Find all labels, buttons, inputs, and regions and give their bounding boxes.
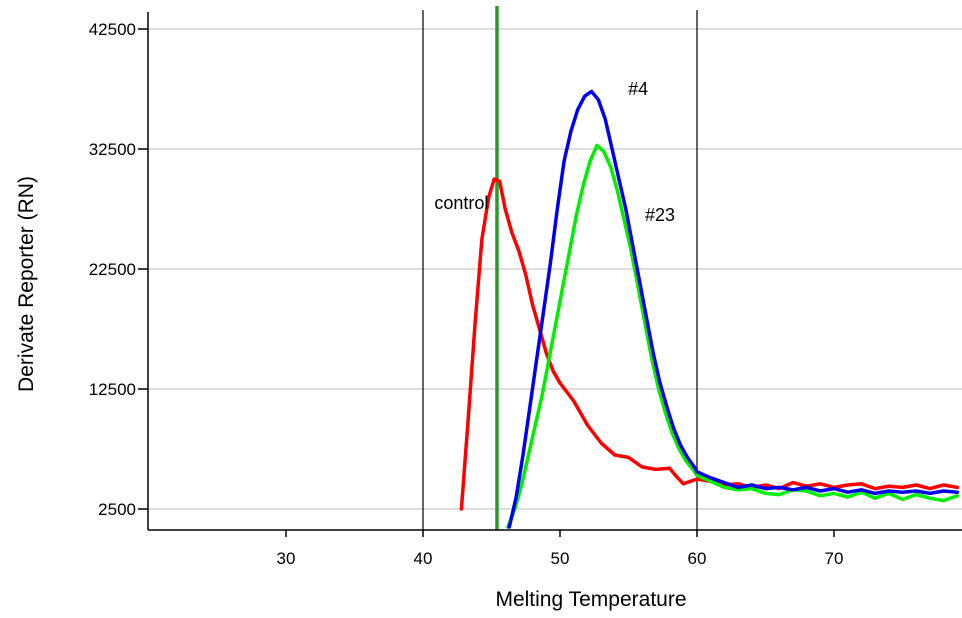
y-tick-label-42500: 42500 bbox=[89, 20, 136, 39]
y-tick-label-2500: 2500 bbox=[98, 500, 136, 519]
series-line-1 bbox=[506, 143, 960, 529]
y-tick-label-32500: 32500 bbox=[89, 140, 136, 159]
y-tick-label-12500: 12500 bbox=[89, 380, 136, 399]
x-tick-label-40: 40 bbox=[414, 549, 433, 568]
annotation-label-2: #23 bbox=[645, 205, 675, 225]
x-tick-label-70: 70 bbox=[825, 549, 844, 568]
x-tick-group: 30 40 50 60 70 bbox=[277, 530, 844, 568]
annotation-label-1: #4 bbox=[628, 79, 648, 99]
axes bbox=[147, 12, 962, 531]
x-tick-label-30: 30 bbox=[277, 549, 296, 568]
y-axis-title: Derivate Reporter (RN) bbox=[15, 176, 38, 392]
x-tick-label-60: 60 bbox=[688, 549, 707, 568]
series-line-2 bbox=[507, 89, 960, 529]
annotation-label-0: control bbox=[434, 193, 488, 213]
data-series bbox=[459, 89, 960, 529]
grid-lines bbox=[148, 28, 962, 510]
series-line-0 bbox=[459, 177, 960, 511]
x-tick-label-50: 50 bbox=[551, 549, 570, 568]
y-tick-group: 2500 12500 22500 32500 42500 bbox=[89, 20, 148, 519]
reference-lines bbox=[422, 6, 698, 530]
annotation-group: control #4 #23 bbox=[434, 79, 675, 225]
x-axis-title: Melting Temperature bbox=[495, 588, 686, 611]
y-tick-label-22500: 22500 bbox=[89, 260, 136, 279]
